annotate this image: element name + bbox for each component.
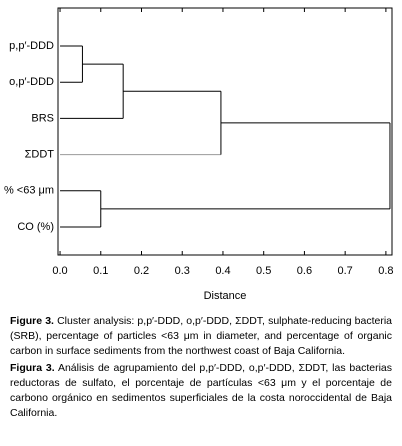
leaf-label: o,p′-DDD (9, 76, 54, 88)
chart: Distance 0.0 0.1 0.2 0.3 0.4 0.5 0.6 0.7 0.8 p,p′… (4, 7, 394, 302)
x-tick-label: 0.5 (256, 265, 271, 277)
leaf-label: BRS (31, 112, 54, 124)
x-tick-label: 0.4 (215, 265, 230, 277)
leaf-label: p,p′-DDD (9, 40, 54, 52)
x-tick-label: 0.7 (338, 265, 353, 277)
x-tick-label: 0.0 (52, 265, 67, 277)
caption-label: Figure 3. (10, 315, 54, 327)
x-tick-label: 0.3 (175, 265, 190, 277)
leaf-label: % <63 μm (4, 185, 54, 197)
leaf-label: CO (%) (17, 221, 54, 233)
caption-text: Análisis de agrupamiento del p,p′-DDD, o… (10, 362, 393, 419)
caption: Figura 3. Análisis de agrupamiento del p… (10, 361, 392, 421)
leaf-label: ΣDDT (25, 149, 55, 161)
caption-label: Figura 3. (10, 362, 55, 374)
x-tick-label: 0.1 (93, 265, 108, 277)
x-axis-label: Distance (204, 290, 247, 302)
caption: Figure 3. Cluster analysis: p,p′-DDD, o,… (10, 314, 392, 359)
caption-text: Cluster analysis: p,p′-DDD, o,p′-DDD, ΣD… (10, 315, 393, 357)
plot-frame (57, 7, 393, 256)
x-tick-label: 0.2 (134, 265, 149, 277)
x-tick-label: 0.8 (378, 265, 393, 277)
captions: Figure 3. Cluster analysis: p,p′-DDD, o,… (10, 314, 392, 423)
x-tick-label: 0.6 (297, 265, 312, 277)
